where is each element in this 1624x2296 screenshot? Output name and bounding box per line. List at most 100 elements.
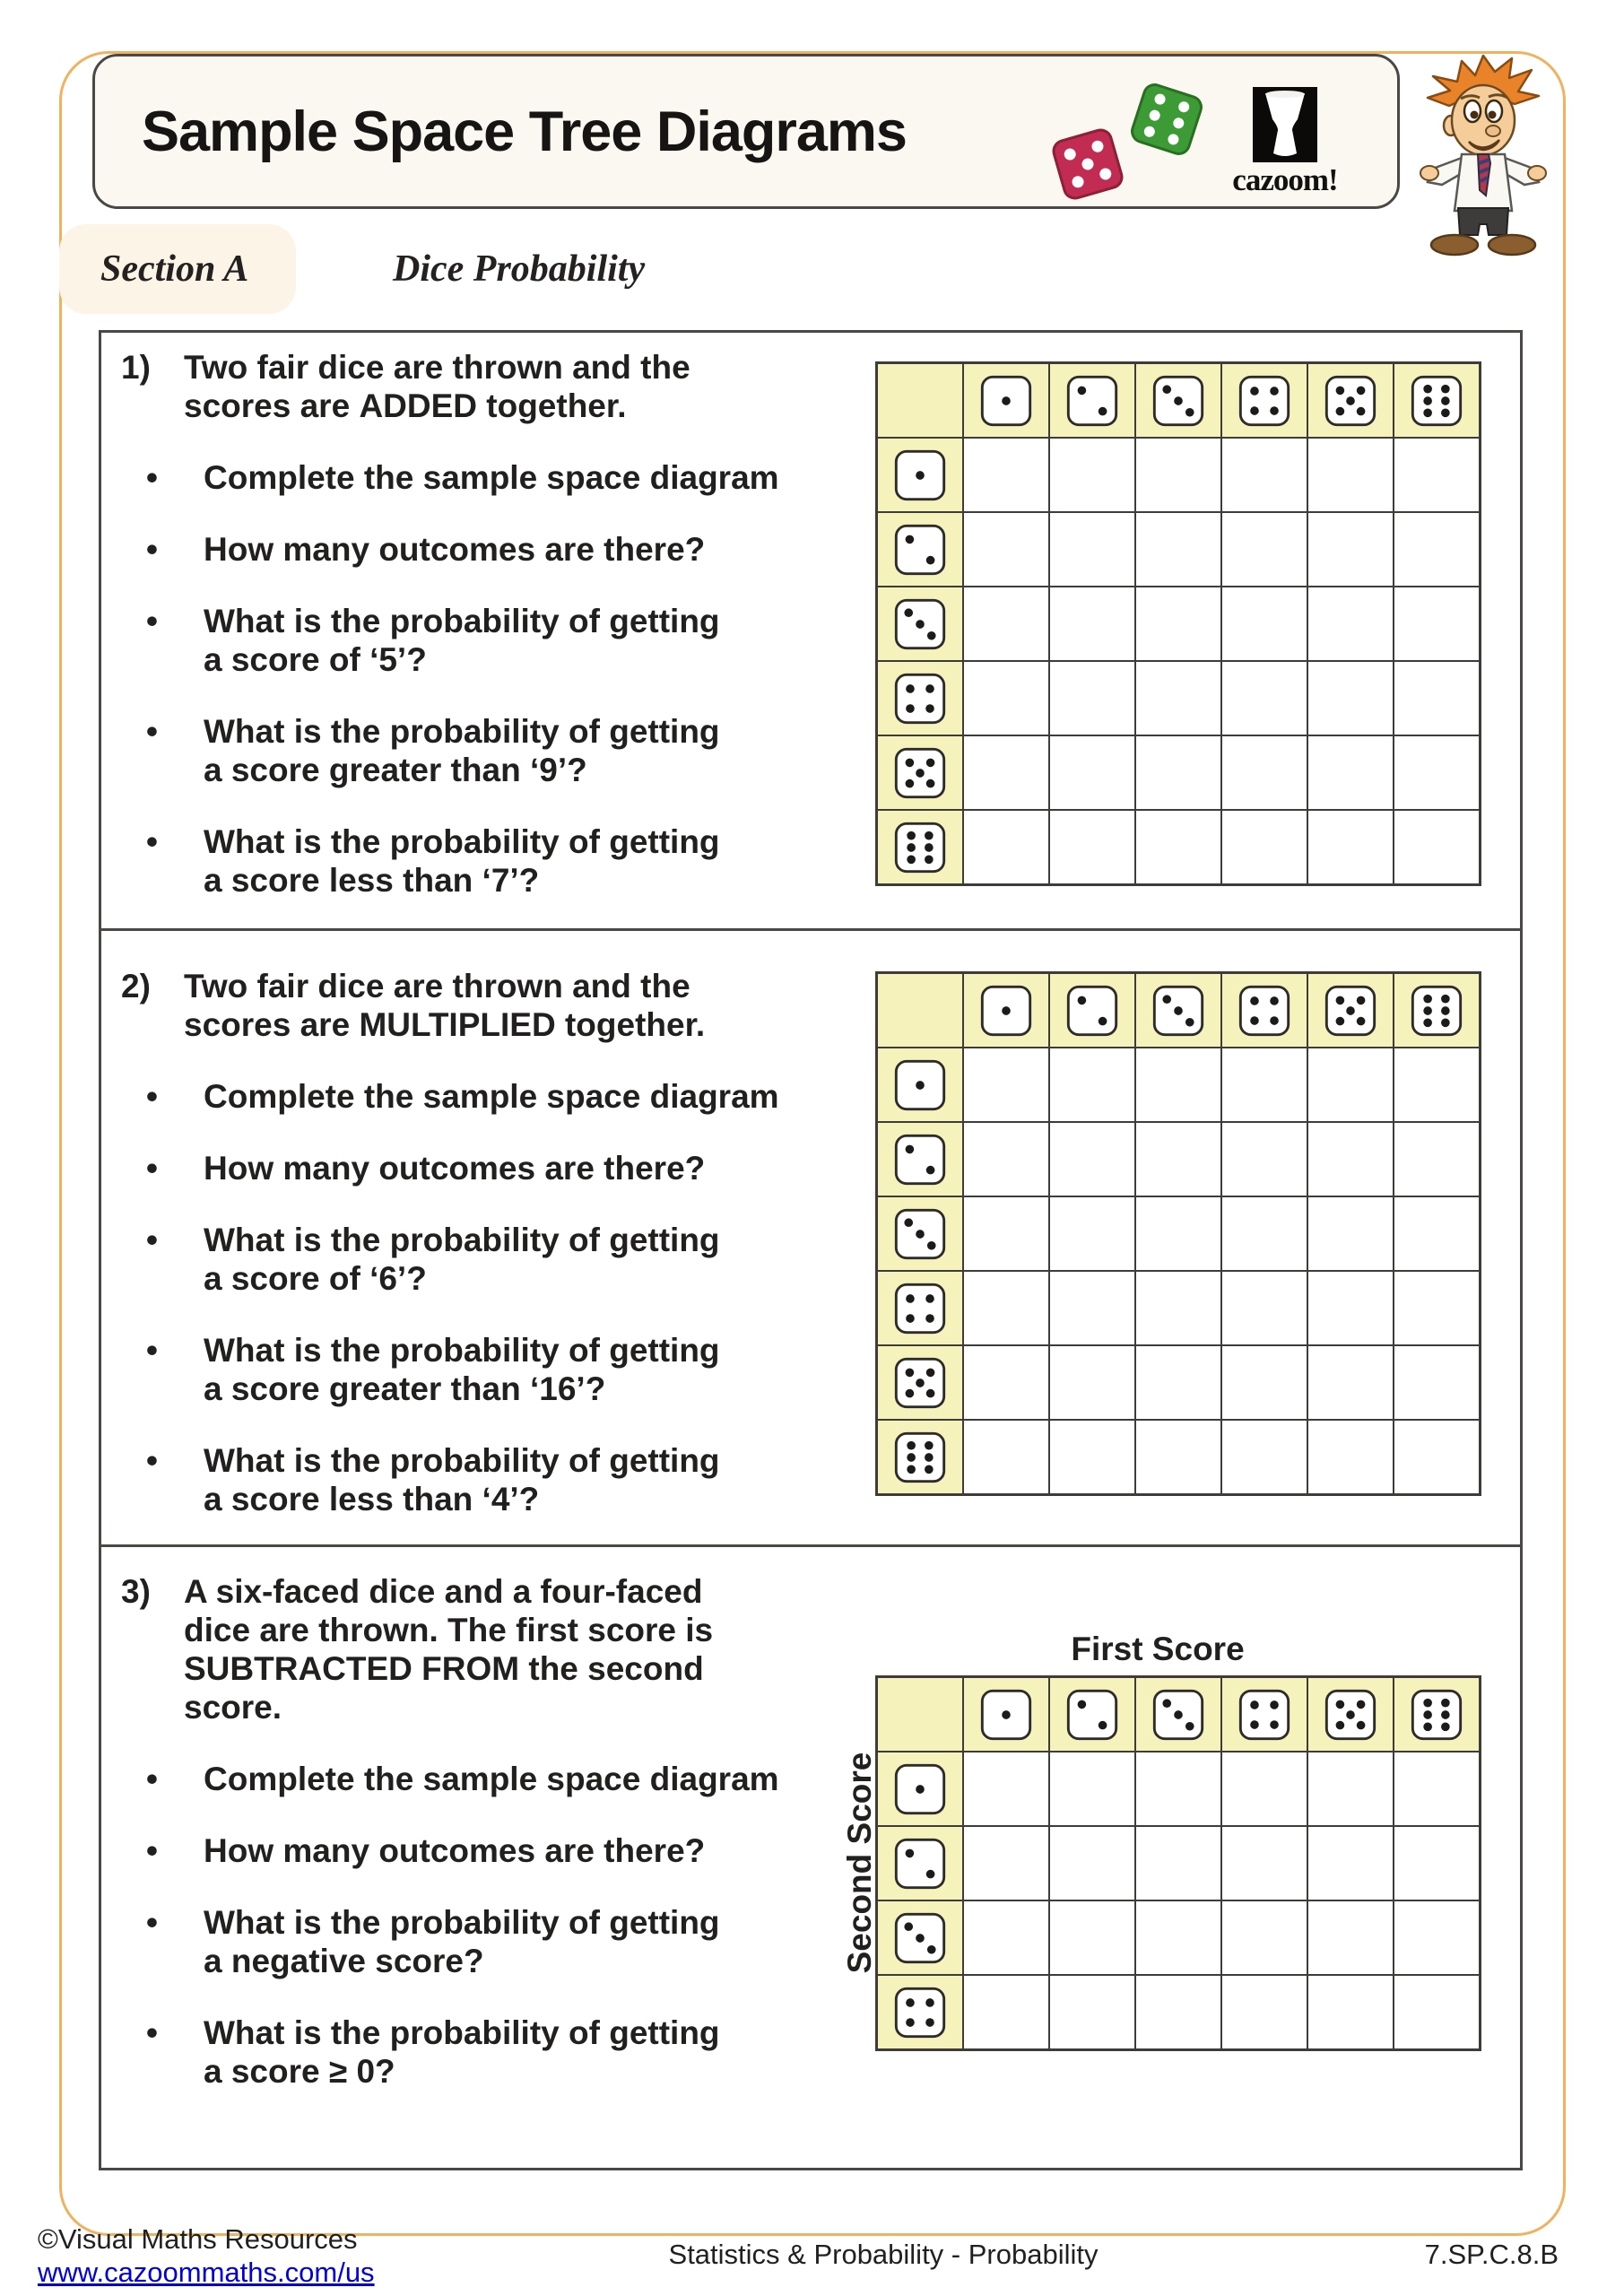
die-2-icon bbox=[894, 524, 946, 575]
answer-cell bbox=[962, 735, 1050, 811]
mascot-character bbox=[1420, 54, 1547, 257]
answer-cell bbox=[1307, 1344, 1394, 1421]
cazoom-url-link[interactable]: www.cazoommaths.com/us bbox=[38, 2257, 375, 2288]
corner-cell bbox=[875, 361, 964, 439]
column-die-6 bbox=[1393, 971, 1481, 1048]
question-2-text: 2) Two fair dice are thrown and the scor… bbox=[121, 967, 847, 1518]
bullet-text: What is the probability of getting a sco… bbox=[204, 1332, 720, 1407]
answer-cell bbox=[1220, 1196, 1308, 1272]
answer-cell bbox=[1220, 735, 1308, 811]
answer-cell bbox=[1220, 1974, 1308, 2051]
section-label: Section A bbox=[100, 248, 249, 290]
die-2-icon bbox=[1066, 375, 1118, 426]
question-number: 2) bbox=[121, 968, 151, 1004]
bullet-text: What is the probability of getting a sco… bbox=[204, 2014, 720, 2090]
bullet-item: • What is the probability of getting a sc… bbox=[146, 1221, 847, 1298]
die-5-icon bbox=[1324, 375, 1376, 426]
cazoom-logo: cazoom! bbox=[1218, 87, 1352, 198]
row-die-1 bbox=[875, 1751, 964, 1827]
question-number: 3) bbox=[121, 1573, 151, 1610]
column-die-3 bbox=[1134, 971, 1222, 1048]
answer-cell bbox=[962, 1047, 1050, 1123]
answer-cell bbox=[1048, 1825, 1136, 1901]
die-1-icon bbox=[980, 1689, 1032, 1740]
row-die-4 bbox=[875, 1270, 964, 1346]
answer-cell bbox=[1134, 809, 1222, 886]
answer-cell bbox=[1048, 1900, 1136, 1976]
bullet-dot: • bbox=[146, 1332, 158, 1369]
answer-cell bbox=[962, 586, 1050, 662]
copyright-text: ©Visual Maths Resources bbox=[38, 2223, 358, 2255]
answer-cell bbox=[1134, 1121, 1222, 1197]
bullet-dot: • bbox=[146, 1150, 158, 1187]
answer-cell bbox=[1048, 809, 1136, 886]
answer-cell bbox=[1220, 437, 1308, 513]
answer-cell bbox=[1134, 1344, 1222, 1421]
die-6-icon bbox=[894, 822, 946, 873]
answer-cell bbox=[962, 809, 1050, 886]
dice-pair-icon bbox=[1052, 83, 1203, 200]
answer-cell bbox=[1307, 1751, 1394, 1827]
bullet-item: • Complete the sample space diagram bbox=[146, 1760, 847, 1798]
answer-cell bbox=[1393, 1974, 1481, 2051]
answer-cell bbox=[962, 1900, 1050, 1976]
answer-cell bbox=[1134, 586, 1222, 662]
answer-cell bbox=[1220, 1047, 1308, 1123]
answer-cell bbox=[1393, 809, 1481, 886]
answer-cell bbox=[1048, 1047, 1136, 1123]
column-die-5 bbox=[1307, 971, 1394, 1048]
answer-cell bbox=[1393, 1825, 1481, 1901]
answer-cell bbox=[1048, 1344, 1136, 1421]
bullet-item: • What is the probability of getting a sc… bbox=[146, 712, 847, 789]
bullet-text: Complete the sample space diagram bbox=[204, 1078, 779, 1115]
die-1-icon bbox=[894, 1763, 946, 1814]
answer-cell bbox=[962, 511, 1050, 587]
bullet-dot: • bbox=[146, 2014, 158, 2051]
bullet-text: Complete the sample space diagram bbox=[204, 459, 779, 496]
bullet-text: What is the probability of getting a neg… bbox=[204, 1904, 720, 1979]
answer-cell bbox=[1393, 660, 1481, 736]
answer-cell bbox=[1307, 809, 1394, 886]
answer-cell bbox=[1048, 1419, 1136, 1496]
bullet-item: • What is the probability of getting a sc… bbox=[146, 1441, 847, 1518]
bullet-dot: • bbox=[146, 1442, 158, 1479]
die-3-icon bbox=[1152, 375, 1204, 426]
die-1-icon bbox=[894, 449, 946, 500]
answer-cell bbox=[1220, 1825, 1308, 1901]
row-die-1 bbox=[875, 1047, 964, 1123]
row-die-2 bbox=[875, 511, 964, 587]
die-6-icon bbox=[894, 1431, 946, 1483]
sample-space-table bbox=[875, 971, 1481, 1496]
answer-cell bbox=[1134, 660, 1222, 736]
column-die-3 bbox=[1134, 361, 1222, 439]
question-3-section: 3) A six-faced dice and a four-faced dic… bbox=[101, 1544, 1520, 2162]
answer-cell bbox=[1393, 1344, 1481, 1421]
die-4-icon bbox=[894, 1283, 946, 1334]
die-4-icon bbox=[1238, 1689, 1290, 1740]
answer-cell bbox=[1393, 1751, 1481, 1827]
bullet-dot: • bbox=[146, 1078, 158, 1115]
answer-cell bbox=[1048, 1974, 1136, 2051]
die-1-icon bbox=[980, 985, 1032, 1036]
answer-cell bbox=[962, 1825, 1050, 1901]
answer-cell bbox=[962, 1121, 1050, 1197]
die-2-icon bbox=[1066, 985, 1118, 1036]
question-intro: Two fair dice are thrown and the scores … bbox=[184, 349, 690, 424]
die-4-icon bbox=[894, 1987, 946, 2038]
bullet-item: • How many outcomes are there? bbox=[146, 530, 847, 569]
answer-cell bbox=[1220, 1751, 1308, 1827]
bullet-item: • What is the probability of getting a sc… bbox=[146, 1331, 847, 1408]
answer-cell bbox=[1048, 511, 1136, 587]
answer-cell bbox=[1307, 1047, 1394, 1123]
die-3-icon bbox=[894, 598, 946, 649]
sample-space-grid-3 bbox=[875, 1675, 1481, 2051]
die-6-icon bbox=[1411, 375, 1463, 426]
sample-space-grid-2 bbox=[875, 971, 1481, 1496]
row-die-3 bbox=[875, 1900, 964, 1976]
answer-cell bbox=[1134, 1900, 1222, 1976]
bullet-item: • What is the probability of getting a sc… bbox=[146, 2013, 847, 2091]
die-2-icon bbox=[1066, 1689, 1118, 1740]
second-score-label: Second Score bbox=[841, 1752, 878, 1974]
answer-cell bbox=[962, 1196, 1050, 1272]
die-1-icon bbox=[980, 375, 1032, 426]
